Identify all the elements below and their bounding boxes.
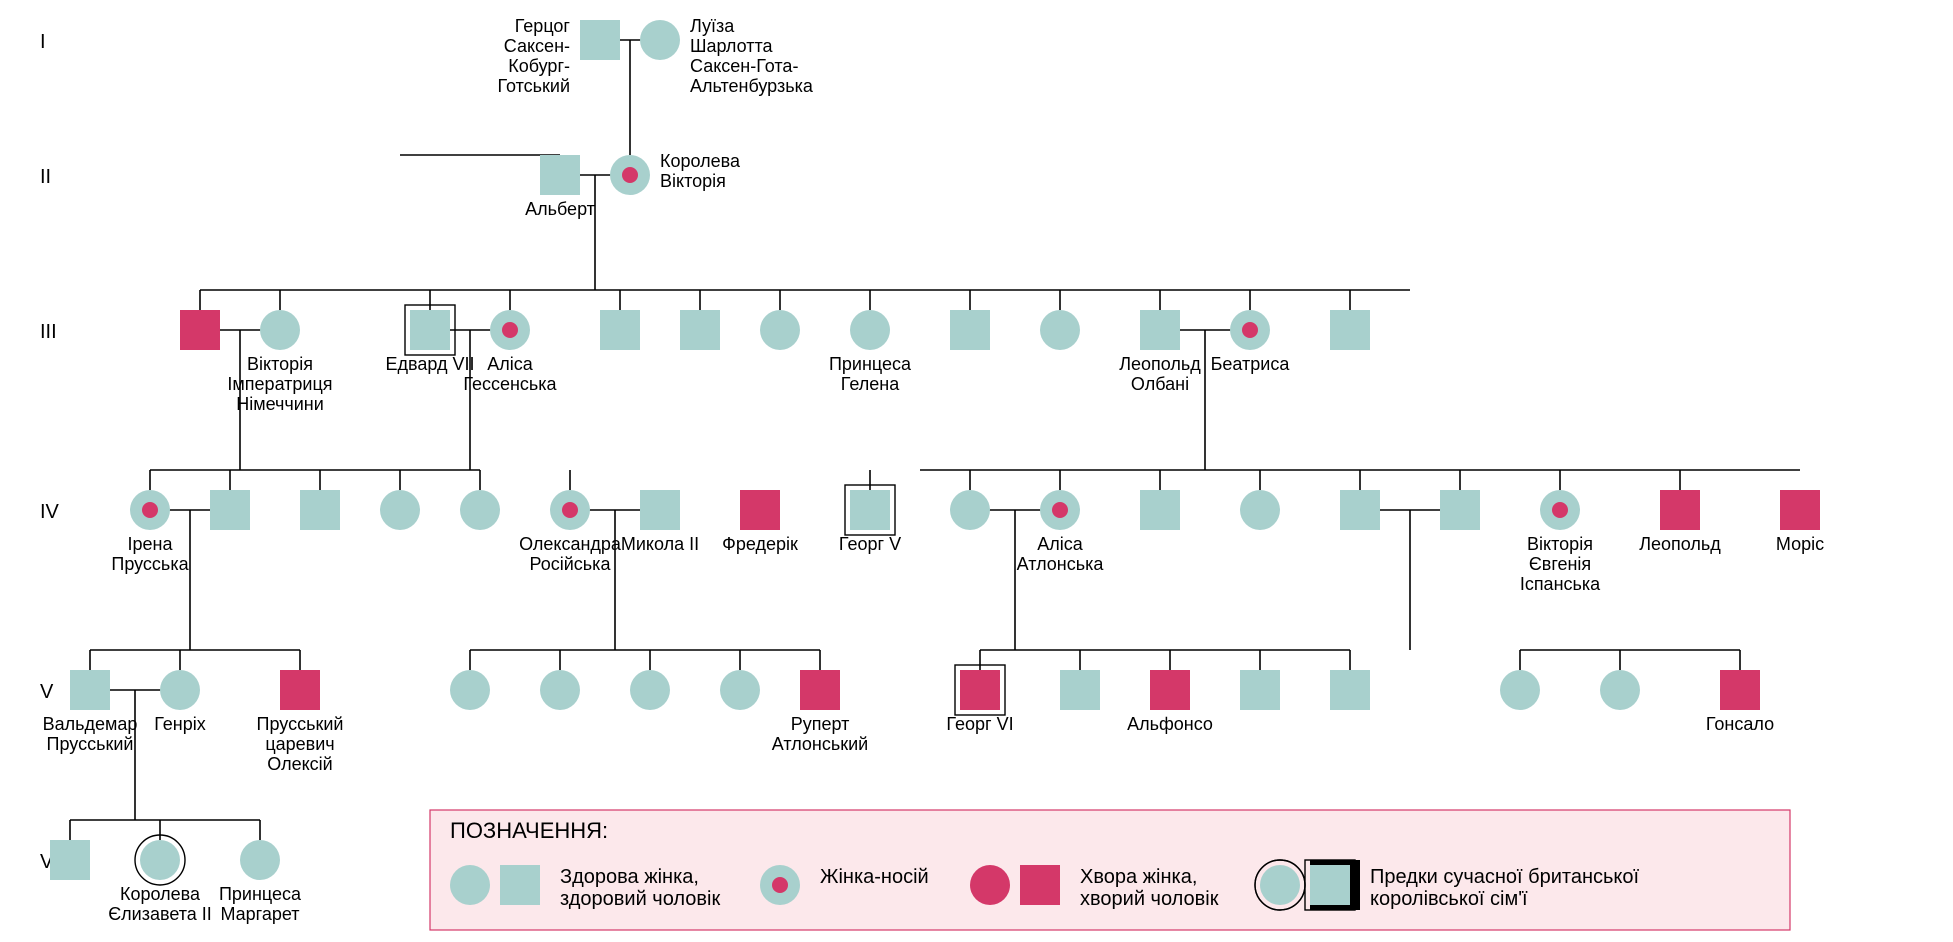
node-label: ПринцесаГелена <box>829 354 912 394</box>
generation-label: III <box>40 321 57 343</box>
node-label: Георг V <box>839 534 901 554</box>
carrier-dot-icon <box>502 322 518 338</box>
pedigree-female <box>380 490 420 530</box>
carrier-dot-icon <box>1242 322 1258 338</box>
node-label: Моріс <box>1776 534 1824 554</box>
node-label: Георг VI <box>946 714 1013 734</box>
pedigree-female <box>760 310 800 350</box>
pedigree-female <box>450 670 490 710</box>
pedigree-male <box>540 155 580 195</box>
pedigree-female <box>1040 310 1080 350</box>
node-label: Леопольд <box>1639 534 1721 554</box>
pedigree-female <box>630 670 670 710</box>
pedigree-male <box>1140 490 1180 530</box>
pedigree-female <box>240 840 280 880</box>
legend-square-icon <box>1310 865 1350 905</box>
pedigree-male <box>850 490 890 530</box>
node-label: Альберт <box>525 199 595 219</box>
pedigree-male <box>1060 670 1100 710</box>
node-label: ВікторіяЄвгеніяІспанська <box>1520 534 1601 594</box>
carrier-dot-icon <box>622 167 638 183</box>
node-label: Едвард VII <box>386 354 475 374</box>
legend-square-icon <box>1020 865 1060 905</box>
node-label: ГерцогСаксен-Кобург-Готський <box>497 16 570 96</box>
node-label: ЛеопольдОлбані <box>1119 354 1201 394</box>
pedigree-male <box>1340 490 1380 530</box>
node-label: АлісаГессенська <box>463 354 557 394</box>
legend-title: ПОЗНАЧЕННЯ: <box>450 818 608 843</box>
pedigree-male <box>210 490 250 530</box>
legend-square-icon <box>500 865 540 905</box>
pedigree-male <box>1240 670 1280 710</box>
node-label: ІренаПрусська <box>111 534 189 574</box>
node-label: КоролеваВікторія <box>660 151 741 191</box>
pedigree-male <box>50 840 90 880</box>
carrier-dot-icon <box>562 502 578 518</box>
pedigree-male <box>1660 490 1700 530</box>
node-label: ПрусськийцаревичОлексій <box>257 714 344 774</box>
pedigree-male <box>960 670 1000 710</box>
pedigree-male <box>680 310 720 350</box>
generation-label: IV <box>40 501 60 523</box>
node-label: КоролеваЄлизавета II <box>108 884 212 924</box>
generation-label: II <box>40 166 51 188</box>
legend-circle-icon <box>970 865 1010 905</box>
pedigree-male <box>410 310 450 350</box>
generation-label: V <box>40 681 54 703</box>
node-label: ЛуїзаШарлоттаСаксен-Гота-Альтенбурзька <box>690 16 814 96</box>
pedigree-female <box>140 840 180 880</box>
pedigree-female <box>460 490 500 530</box>
pedigree-male <box>1330 310 1370 350</box>
pedigree-female <box>1600 670 1640 710</box>
pedigree-male <box>580 20 620 60</box>
legend-item-label: Жінка-носій <box>820 866 929 888</box>
pedigree-male <box>600 310 640 350</box>
pedigree-male <box>1330 670 1370 710</box>
node-label: Микола II <box>621 534 699 554</box>
pedigree-male <box>300 490 340 530</box>
node-label: РупертАтлонський <box>772 714 868 754</box>
carrier-dot-icon <box>1052 502 1068 518</box>
pedigree-diagram: IIIIIIIVVVIГерцогСаксен-Кобург-ГотськийЛ… <box>0 0 1953 942</box>
pedigree-female <box>950 490 990 530</box>
legend-item-label: Здорова жінка,здоровий чоловік <box>560 866 720 910</box>
pedigree-male <box>180 310 220 350</box>
pedigree-male <box>70 670 110 710</box>
node-label: Беатриса <box>1211 354 1291 374</box>
node-label: Гонсало <box>1706 714 1774 734</box>
node-label: ВальдемарПрусський <box>43 714 138 754</box>
pedigree-female <box>1500 670 1540 710</box>
pedigree-male <box>1720 670 1760 710</box>
pedigree-male <box>1780 490 1820 530</box>
pedigree-male <box>640 490 680 530</box>
node-label: Альфонсо <box>1127 714 1213 734</box>
node-label: ПринцесаМаргарет <box>219 884 302 924</box>
generation-label: I <box>40 31 46 53</box>
pedigree-female <box>640 20 680 60</box>
legend-circle-icon <box>1260 865 1300 905</box>
carrier-dot-icon <box>142 502 158 518</box>
pedigree-female <box>160 670 200 710</box>
legend-circle-icon <box>450 865 490 905</box>
node-label: Генріх <box>154 714 206 734</box>
pedigree-male <box>1150 670 1190 710</box>
pedigree-female <box>850 310 890 350</box>
pedigree-male <box>740 490 780 530</box>
pedigree-male <box>1440 490 1480 530</box>
pedigree-male <box>800 670 840 710</box>
pedigree-male <box>280 670 320 710</box>
pedigree-female <box>1240 490 1280 530</box>
node-label: ВікторіяІмператрицяНімеччини <box>227 354 332 414</box>
pedigree-female <box>720 670 760 710</box>
pedigree-female <box>260 310 300 350</box>
pedigree-male <box>1140 310 1180 350</box>
carrier-dot-icon <box>1552 502 1568 518</box>
node-label: Фредерік <box>722 534 798 554</box>
node-label: АлісаАтлонська <box>1017 534 1105 574</box>
pedigree-male <box>950 310 990 350</box>
pedigree-female <box>540 670 580 710</box>
node-label: ОлександраРосійська <box>519 534 622 574</box>
